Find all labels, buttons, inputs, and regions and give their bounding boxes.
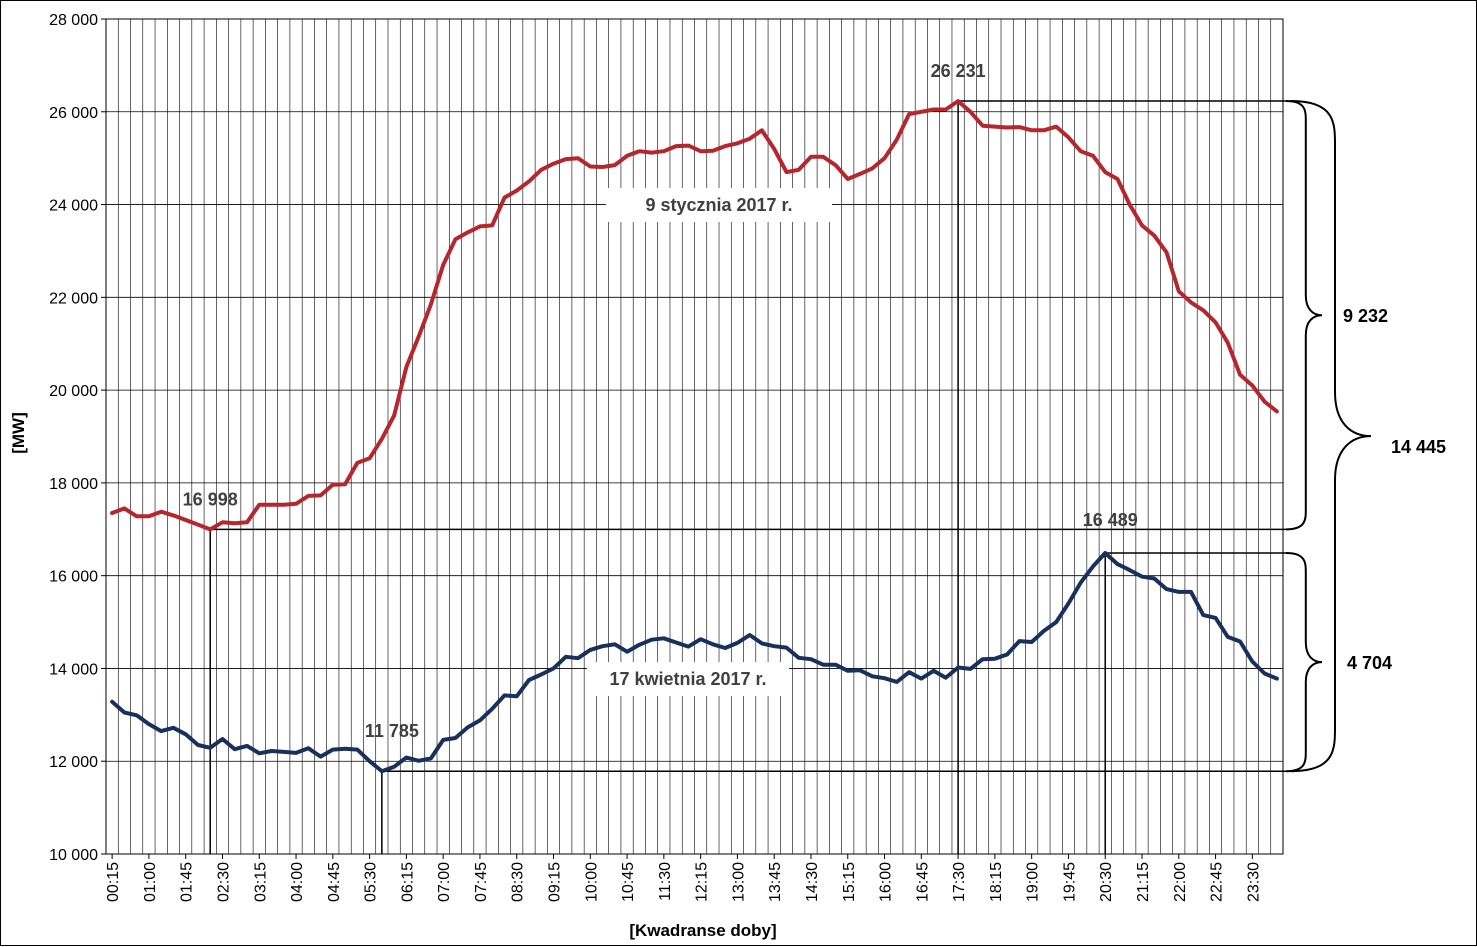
grid <box>105 18 1284 855</box>
x-tick-label: 23:30 <box>1245 862 1262 902</box>
x-tick-label: 13:45 <box>767 862 784 902</box>
y-axis-label: [MW] <box>9 412 28 454</box>
x-tick-label: 07:00 <box>436 862 453 902</box>
x-tick-label: 21:15 <box>1135 862 1152 902</box>
x-tick-label: 13:00 <box>730 862 747 902</box>
x-tick-label: 01:00 <box>142 862 159 902</box>
y-tick-label: 12 000 <box>49 754 98 771</box>
series-label-box <box>587 662 789 696</box>
range-braces: 9 232 4 704 14 445 <box>1285 100 1446 773</box>
range-brace <box>1285 551 1323 773</box>
x-tick-label: 04:00 <box>289 862 306 902</box>
y-tick-label: 24 000 <box>49 198 98 215</box>
y-tick-label: 16 000 <box>49 569 98 586</box>
series-lines <box>110 99 1279 774</box>
x-tick-label: 18:15 <box>988 862 1005 902</box>
y-tick-label: 28 000 <box>49 12 98 29</box>
x-tick-label: 20:30 <box>1098 862 1115 902</box>
range-brace <box>1285 100 1323 531</box>
x-tick-label: 22:45 <box>1209 862 1226 902</box>
series-labels: 9 stycznia 2017 r. 17 kwietnia 2017 r. <box>587 188 832 696</box>
value-annotation: 26 231 <box>931 61 986 81</box>
range-brace-label: 14 445 <box>1391 437 1446 457</box>
x-tick-label: 00:15 <box>105 862 122 902</box>
reference-lines <box>209 100 1286 854</box>
x-tick-label: 22:00 <box>1172 862 1189 902</box>
series-line-2 <box>110 551 1279 774</box>
x-tick-label: 02:30 <box>215 862 232 902</box>
series-line-1 <box>110 99 1279 532</box>
value-annotation: 11 785 <box>365 721 419 741</box>
value-annotations: 16 998 26 231 11 785 16 489 <box>183 61 1138 741</box>
y-tick-label: 26 000 <box>49 105 98 122</box>
y-tick-label: 14 000 <box>49 661 98 678</box>
x-tick-label: 15:15 <box>841 862 858 902</box>
x-tick-label: 16:45 <box>914 862 931 902</box>
value-annotation: 16 998 <box>183 489 238 509</box>
series-label-2: 17 kwietnia 2017 r. <box>609 669 766 689</box>
series-label-1: 9 stycznia 2017 r. <box>645 195 792 215</box>
plot-area-border <box>105 18 1284 855</box>
y-tick-label: 20 000 <box>49 383 98 400</box>
y-tick-label: 10 000 <box>49 847 98 864</box>
y-tick-label: 22 000 <box>49 290 98 307</box>
x-axis-ticks: 00:15 01:00 01:45 02:30 03:15 04:00 04:45 05:30… <box>105 854 1262 902</box>
x-tick-label: 01:45 <box>179 862 196 902</box>
x-tick-label: 10:00 <box>583 862 600 902</box>
x-tick-label: 08:30 <box>510 862 527 902</box>
x-tick-label: 19:45 <box>1061 862 1078 902</box>
range-brace-label: 4 704 <box>1347 653 1392 673</box>
y-tick-label: 18 000 <box>49 476 98 493</box>
x-tick-label: 16:00 <box>878 862 895 902</box>
x-tick-label: 07:45 <box>473 862 490 902</box>
x-tick-label: 03:15 <box>252 862 269 902</box>
x-tick-label: 10:45 <box>620 862 637 902</box>
x-tick-label: 17:30 <box>951 862 968 902</box>
x-axis-label: [Kwadranse doby] <box>629 921 776 940</box>
x-tick-label: 11:30 <box>657 862 674 901</box>
series-label-box <box>606 188 832 222</box>
x-tick-label: 12:15 <box>694 862 711 902</box>
x-tick-label: 19:00 <box>1025 862 1042 902</box>
x-tick-label: 04:45 <box>326 862 343 902</box>
x-tick-label: 06:15 <box>399 862 416 902</box>
x-tick-label: 05:30 <box>363 862 380 902</box>
value-annotation: 16 489 <box>1083 510 1138 530</box>
range-brace-label: 9 232 <box>1343 306 1388 326</box>
x-tick-label: 14:30 <box>804 862 821 902</box>
range-brace <box>1290 100 1372 773</box>
x-tick-label: 09:15 <box>547 862 564 902</box>
y-axis-ticks: 10 000 12 000 14 000 16 000 18 000 20 000 22 0… <box>49 12 106 864</box>
